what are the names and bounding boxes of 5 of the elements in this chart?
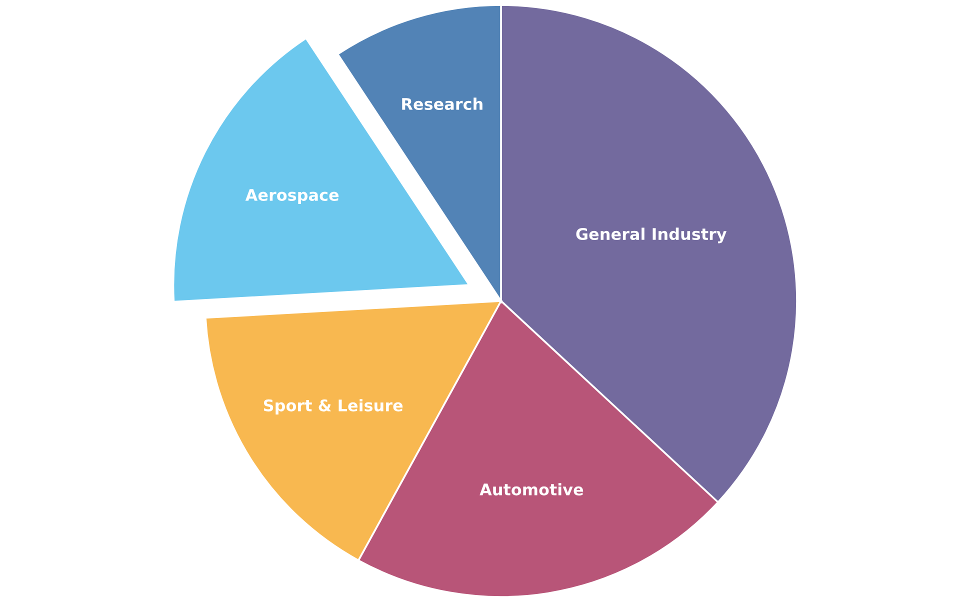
- slice-label: General Industry: [576, 228, 727, 244]
- slice-label: Research: [402, 98, 482, 110]
- slice-label: Automotive: [480, 483, 584, 496]
- slice-label: Sport & Leisure: [264, 399, 403, 415]
- slice-label: Aerospace: [245, 189, 339, 204]
